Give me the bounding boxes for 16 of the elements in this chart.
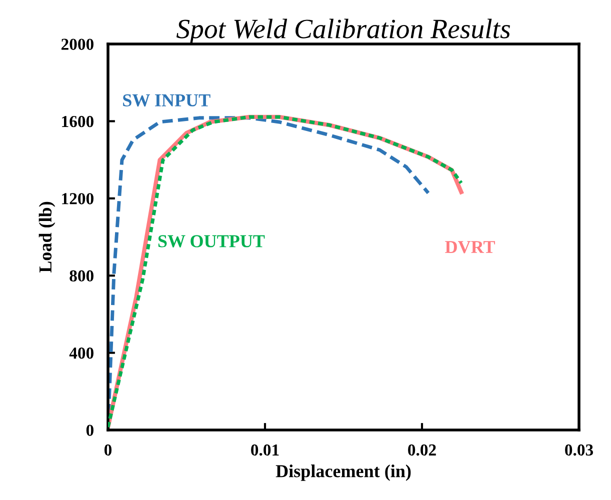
- y-tick-label: 2000: [61, 38, 94, 50]
- x-tick-label: 0.01: [251, 444, 279, 456]
- y-tick-label: 1600: [62, 116, 94, 128]
- x-axis-title: Displacement (in): [276, 464, 411, 481]
- y-tick-label: 1200: [62, 193, 94, 204]
- y-tick-label: 800: [70, 270, 94, 282]
- series-label: SW INPUT: [123, 94, 210, 107]
- y-tick-label: 400: [69, 348, 94, 359]
- y-tick-label: 0: [86, 424, 94, 436]
- x-tick-label: 0: [104, 444, 112, 456]
- text: DVRT: [445, 241, 496, 254]
- y-axis-title: Load (lb): [38, 202, 56, 273]
- chart-title: Spot Weld Calibration Results: [176, 18, 510, 44]
- series-label: SW OUTPUT: [158, 235, 265, 248]
- x-tick-label: 0.03: [565, 444, 594, 456]
- x-tick-label: 0.02: [408, 444, 436, 456]
